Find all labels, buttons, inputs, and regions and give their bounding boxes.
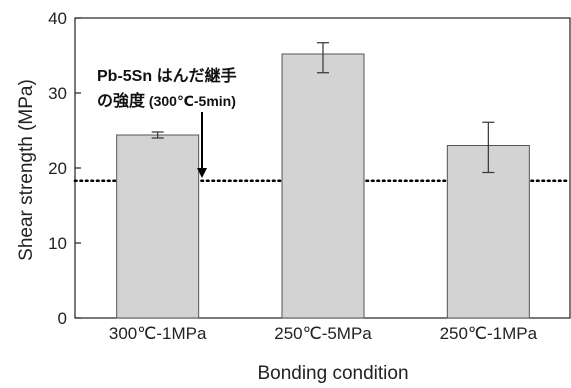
x-tick-label: 250℃-1MPa — [440, 324, 538, 343]
y-axis-ticks: 0 10 20 30 40 — [48, 9, 81, 328]
annotation: Pb-5Sn はんだ継手 の強度 (300℃-5min) — [97, 66, 237, 178]
y-tick-label: 10 — [48, 234, 67, 253]
annotation-line2-sub: (300℃-5min) — [145, 93, 236, 109]
svg-text:の強度 (300℃-5min): の強度 (300℃-5min) — [97, 91, 236, 110]
x-axis-title: Bonding condition — [257, 363, 408, 384]
bar — [446, 145, 530, 319]
x-tick-label: 250℃-5MPa — [274, 324, 372, 343]
x-tick-label: 300℃-1MPa — [109, 324, 207, 343]
annotation-arrow-head — [197, 168, 207, 178]
bar — [281, 53, 365, 319]
svg-text:Pb-5Sn はんだ継手: Pb-5Sn はんだ継手 — [97, 66, 237, 85]
y-axis-title: Shear strength (MPa) — [16, 79, 37, 261]
x-axis-ticks: 300℃-1MPa 250℃-5MPa 250℃-1MPa — [109, 324, 538, 343]
annotation-line2-main: の強度 — [97, 91, 146, 110]
annotation-line1-rest: はんだ継手 — [152, 66, 236, 85]
bars — [116, 53, 530, 319]
y-tick-label: 40 — [48, 9, 67, 28]
y-tick-label: 30 — [48, 84, 67, 103]
y-tick-label: 0 — [58, 309, 67, 328]
error-bars — [151, 42, 495, 174]
y-tick-label: 20 — [48, 159, 67, 178]
bar — [116, 134, 200, 319]
annotation-line1-bold: Pb-5Sn — [97, 68, 152, 85]
